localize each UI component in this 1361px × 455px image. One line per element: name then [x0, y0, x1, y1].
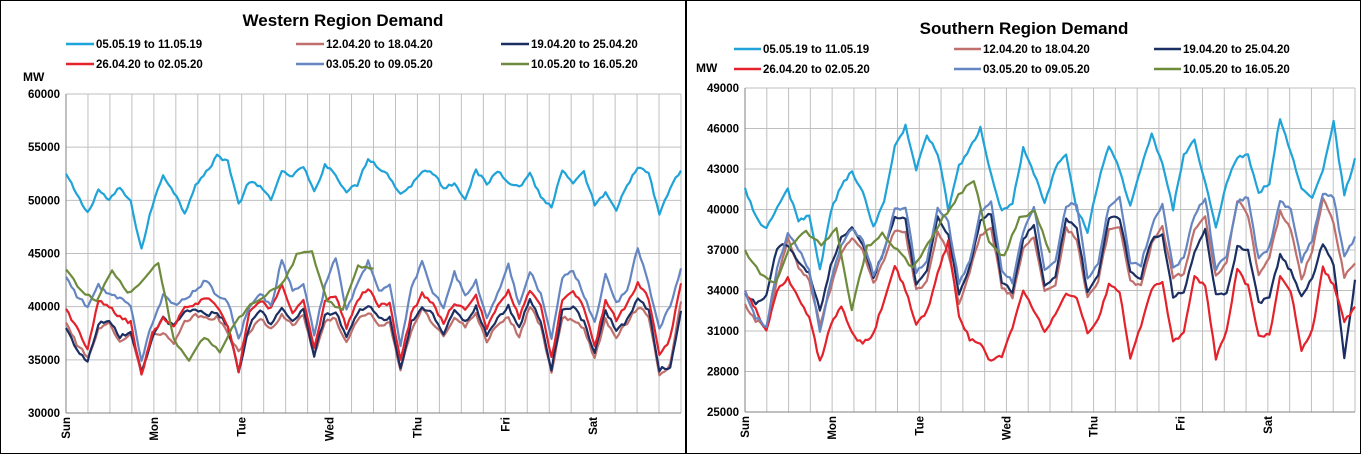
y-tick-label: 55000: [28, 142, 60, 154]
x-tick-label-wed: Wed: [1001, 416, 1013, 440]
southern-region-chart: Southern Region Demand 49000 46000 43000 400…: [696, 19, 1357, 440]
western-series-line-1: [65, 153, 682, 250]
x-tick-label-fri: Fri: [500, 417, 512, 432]
western-y-axis-unit: MW: [23, 70, 45, 84]
x-tick-label-sat: Sat: [1263, 416, 1275, 434]
x-tick-label-thu: Thu: [1089, 416, 1101, 437]
x-tick-label-tue: Tue: [914, 416, 926, 436]
legend-entry-label: 19.04.20 to 25.04.20: [531, 39, 638, 51]
x-tick-label-thu: Thu: [412, 417, 424, 438]
y-tick-label: 30000: [28, 408, 60, 420]
western-region-chart: Western Region Demand 60000 55000 50000 4500…: [23, 11, 683, 441]
y-tick-label: 31000: [707, 326, 739, 338]
y-tick-label: 35000: [28, 355, 60, 367]
x-tick-label-sun: Sun: [61, 417, 73, 439]
y-tick-label: 50000: [28, 195, 60, 207]
x-tick-label-tue: Tue: [237, 417, 249, 437]
western-chart-title: Western Region Demand: [243, 11, 444, 30]
legend-entry-label: 03.05.20 to 09.05.20: [326, 59, 433, 71]
southern-series-line-4: [743, 239, 1356, 362]
western-series-line-6: [65, 250, 374, 362]
legend-entry-label: 05.05.19 to 11.05.19: [763, 44, 869, 56]
y-tick-label: 60000: [28, 89, 60, 101]
legend-entry-label: 26.04.20 to 02.05.20: [763, 64, 870, 76]
y-tick-label: 43000: [707, 164, 739, 176]
southern-chart-title: Southern Region Demand: [920, 19, 1129, 38]
x-tick-label-sat: Sat: [588, 417, 600, 435]
western-gridlines: [65, 93, 682, 414]
x-tick-label-mon: Mon: [827, 416, 839, 440]
y-tick-label: 40000: [707, 205, 739, 217]
western-series-line-2: [65, 301, 683, 377]
western-series-line-5: [65, 247, 683, 362]
x-tick-label-fri: Fri: [1176, 416, 1188, 431]
legend-entry-label: 10.05.20 to 16.05.20: [531, 59, 638, 71]
legend-entry-label: 05.05.19 to 11.05.19: [96, 39, 202, 51]
western-series-line-4: [65, 281, 683, 376]
y-tick-label: 40000: [28, 302, 60, 314]
western-region-chart-panel: Western Region Demand 60000 55000 50000 4500…: [0, 0, 686, 454]
y-tick-label: 45000: [28, 249, 60, 261]
legend-entry-label: 12.04.20 to 18.04.20: [983, 44, 1090, 56]
legend-entry-label: 10.05.20 to 16.05.20: [1183, 64, 1290, 76]
x-tick-label-mon: Mon: [149, 417, 161, 441]
y-tick-label: 46000: [707, 124, 739, 136]
y-tick-label: 25000: [707, 407, 739, 419]
southern-series-line-3: [744, 212, 1357, 360]
southern-series-line-1: [743, 118, 1357, 271]
y-tick-label: 49000: [707, 83, 739, 95]
y-tick-label: 34000: [707, 286, 739, 298]
x-tick-label-wed: Wed: [325, 417, 337, 441]
x-tick-label-sun: Sun: [740, 416, 752, 438]
legend-entry-label: 19.04.20 to 25.04.20: [1183, 44, 1290, 56]
legend-entry-label: 26.04.20 to 02.05.20: [96, 59, 203, 71]
southern-series-line-2: [743, 197, 1356, 329]
southern-region-chart-panel: Southern Region Demand 49000 46000 43000 400…: [686, 0, 1361, 454]
y-tick-label: 28000: [707, 367, 739, 379]
legend-entry-label: 12.04.20 to 18.04.20: [326, 39, 433, 51]
southern-series-line-5: [743, 192, 1357, 333]
legend-entry-label: 03.05.20 to 09.05.20: [983, 64, 1090, 76]
y-tick-label: 37000: [707, 245, 739, 257]
southern-y-axis-unit: MW: [696, 61, 718, 75]
southern-series-line-6: [744, 180, 1052, 312]
